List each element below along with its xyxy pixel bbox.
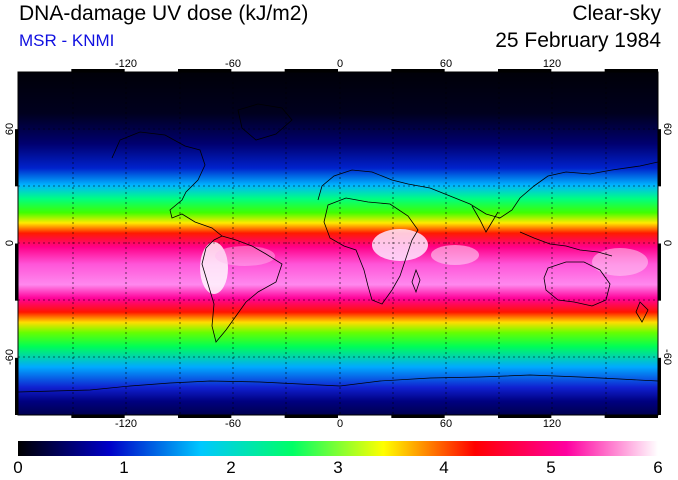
europe-coast — [317, 169, 431, 201]
north-america-coast — [111, 131, 223, 237]
australia-coast — [543, 261, 611, 307]
frame-bar — [391, 415, 445, 418]
frame-bar — [604, 69, 658, 72]
lat-tick-left: 0 — [4, 240, 16, 246]
colorbar-label: 3 — [333, 458, 343, 477]
greenland-coast — [237, 103, 293, 141]
lat-tick-left: 60 — [4, 123, 16, 135]
lon-tick-top: -60 — [225, 58, 241, 70]
lon-tick-bottom: -120 — [115, 418, 137, 430]
frame-bar — [71, 69, 125, 72]
colorbar-label: 1 — [119, 458, 129, 477]
high-uv-australia — [592, 248, 648, 276]
frame-bar — [178, 69, 232, 72]
lon-tick-top: 0 — [337, 58, 343, 70]
new-zealand-coast — [635, 301, 649, 323]
lat-tick-left: -60 — [4, 349, 16, 365]
frame-bar — [284, 415, 338, 418]
frame-bar — [658, 129, 661, 187]
asia-coast — [429, 161, 658, 219]
frame-bar — [604, 415, 658, 418]
uv-field — [18, 72, 658, 415]
frame-bar — [391, 69, 445, 72]
lon-tick-bottom: -60 — [225, 418, 241, 430]
lon-tick-top: 60 — [440, 58, 452, 70]
india-coast — [471, 205, 499, 233]
sky-condition-label: Clear-sky — [572, 2, 661, 25]
colorbar-label: 6 — [653, 458, 663, 477]
frame-bar — [658, 243, 661, 301]
frame-bar — [15, 129, 18, 187]
africa-coast — [323, 197, 419, 305]
frame-bar — [178, 415, 232, 418]
frame-bar — [498, 415, 552, 418]
lon-tick-bottom: 120 — [543, 418, 561, 430]
high-uv-pacific-w — [215, 246, 275, 266]
map-title: DNA-damage UV dose (kJ/m2) — [19, 2, 309, 25]
lat-tick-right: 60 — [661, 123, 673, 135]
frame-bar — [71, 415, 125, 418]
antarctica-coast — [18, 374, 658, 393]
colorbar — [18, 441, 658, 456]
colorbar-label: 4 — [439, 458, 449, 477]
frame-bar — [498, 69, 552, 72]
high-uv-indian-ocean — [431, 245, 479, 265]
lon-tick-bottom: 0 — [337, 418, 343, 430]
date-label: 25 February 1984 — [495, 29, 661, 52]
colorbar-label: 5 — [546, 458, 556, 477]
source-label: MSR - KNMI — [19, 31, 115, 50]
frame-bar — [658, 357, 661, 415]
lon-tick-top: 120 — [543, 58, 561, 70]
south-america-coast — [201, 235, 283, 343]
colorbar-label: 2 — [226, 458, 236, 477]
lat-tick-right: -60 — [661, 349, 673, 365]
map-frame — [15, 69, 661, 418]
colorbar-label: 0 — [13, 458, 23, 477]
lat-tick-right: 0 — [661, 240, 673, 246]
frame-bar — [284, 69, 338, 72]
frame-bar — [15, 243, 18, 301]
madagascar-coast — [411, 268, 421, 294]
lon-tick-bottom: 60 — [440, 418, 452, 430]
se-asia-islands — [519, 231, 613, 257]
high-uv-africa — [372, 229, 428, 261]
lon-tick-top: -120 — [115, 58, 137, 70]
frame-bar — [15, 357, 18, 415]
